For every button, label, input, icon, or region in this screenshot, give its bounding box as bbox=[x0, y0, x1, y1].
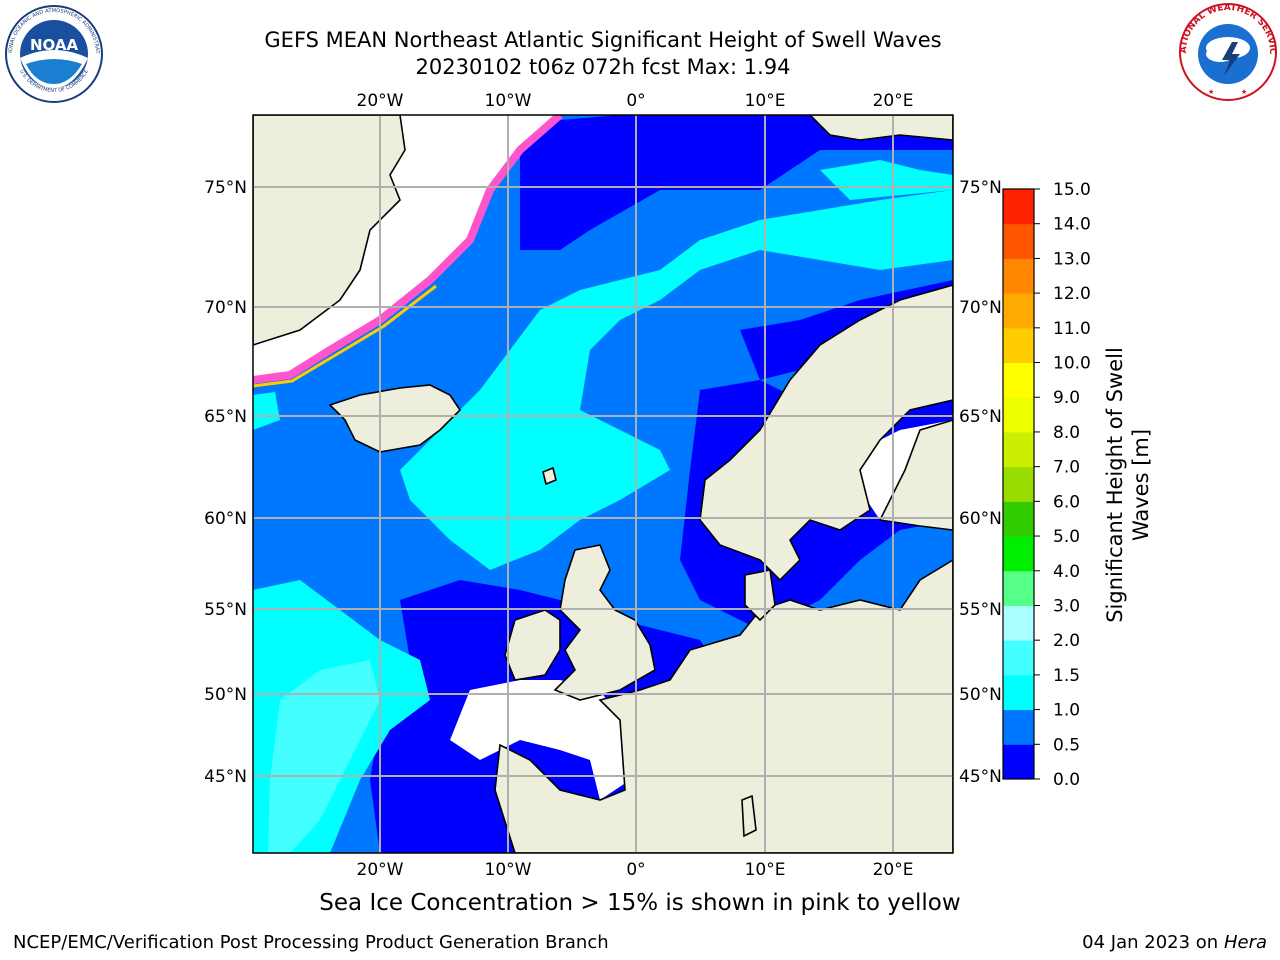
colorbar-tick-label: 11.0 bbox=[1053, 319, 1091, 339]
lon-labels-bottom: 20°W 10°W 0° 10°E 20°E bbox=[357, 860, 914, 880]
lat-label: 55°N bbox=[204, 600, 247, 620]
svg-text:★: ★ bbox=[1241, 88, 1247, 96]
lat-label: 70°N bbox=[959, 298, 1002, 318]
colorbar-segment bbox=[1003, 570, 1034, 606]
sea-ice-edge bbox=[253, 115, 563, 384]
svg-text:★: ★ bbox=[1208, 88, 1214, 96]
colorbar-tick-label: 5.0 bbox=[1053, 527, 1080, 547]
lon-label: 10°W bbox=[485, 91, 532, 111]
colorbar-segment bbox=[1003, 362, 1034, 398]
lat-label: 55°N bbox=[959, 600, 1002, 620]
noaa-logo-text: NOAA bbox=[30, 36, 79, 54]
lat-labels-right: 75°N 70°N 65°N 60°N 55°N 50°N 45°N bbox=[959, 178, 1002, 787]
lat-labels-left: 75°N 70°N 65°N 60°N 55°N 50°N 45°N bbox=[204, 178, 247, 787]
noaa-logo: NOAA NATIONAL OCEANIC AND ATMOSPHERIC AD… bbox=[4, 4, 103, 103]
footer-date: 04 Jan 2023 on Hera bbox=[1082, 932, 1267, 953]
colorbar-label-line1: Significant Height of Swell bbox=[1103, 347, 1127, 623]
swell-zone-moderate bbox=[400, 190, 953, 570]
colorbar-label-line2: Waves [m] bbox=[1129, 429, 1153, 541]
map-frame bbox=[252, 114, 954, 854]
lat-label: 65°N bbox=[204, 407, 247, 427]
lat-label: 60°N bbox=[204, 509, 247, 529]
colorbar-segment bbox=[1003, 536, 1034, 572]
colorbar-segment bbox=[1003, 293, 1034, 329]
greenland bbox=[253, 115, 406, 346]
great-britain bbox=[553, 544, 656, 701]
colorbar-tick-label: 12.0 bbox=[1053, 284, 1091, 304]
lon-label: 0° bbox=[626, 860, 645, 880]
colorbar-tick-label: 0.0 bbox=[1053, 770, 1080, 790]
colorbar-segment bbox=[1003, 605, 1034, 641]
lon-labels-top: 20°W 10°W 0° 10°E 20°E bbox=[357, 91, 914, 111]
lat-label: 75°N bbox=[204, 178, 247, 198]
swell-zone-low bbox=[520, 115, 953, 250]
colorbar-segment bbox=[1003, 744, 1034, 780]
colorbar-tick-label: 1.0 bbox=[1053, 701, 1080, 721]
colorbar-tick-label: 8.0 bbox=[1053, 423, 1080, 443]
footer-host: Hera bbox=[1223, 932, 1267, 953]
colorbar-tick-label: 15.0 bbox=[1053, 180, 1091, 200]
lat-label: 45°N bbox=[959, 767, 1002, 787]
lat-label: 65°N bbox=[959, 407, 1002, 427]
colorbar-label: Significant Height of Swell Waves [m] bbox=[1103, 347, 1153, 623]
colorbar-tick-label: 2.0 bbox=[1053, 631, 1080, 651]
lon-label: 20°W bbox=[357, 860, 404, 880]
colorbar-frame bbox=[1002, 188, 1035, 780]
colorbar-ticks: 0.0 0.5 1.0 1.5 2.0 3.0 4.0 5.0 6.0 7.0 8.0 9.0 10.0… bbox=[1034, 180, 1091, 790]
lon-label: 10°W bbox=[485, 860, 532, 880]
colorbar-segment bbox=[1003, 501, 1034, 537]
land-masses bbox=[253, 115, 953, 853]
colorbar-segment bbox=[1003, 397, 1034, 433]
lat-label: 50°N bbox=[204, 685, 247, 705]
colorbar-segment bbox=[1003, 258, 1034, 294]
colorbar-segment bbox=[1003, 189, 1034, 225]
graticule bbox=[253, 115, 953, 853]
lat-label: 50°N bbox=[959, 685, 1002, 705]
lon-label: 20°E bbox=[873, 860, 914, 880]
lat-label: 75°N bbox=[959, 178, 1002, 198]
colorbar-segment bbox=[1003, 709, 1034, 745]
chart-subtitle: 20230102 t06z 072h fcst Max: 1.94 bbox=[415, 55, 791, 79]
colorbar-tick-label: 6.0 bbox=[1053, 492, 1080, 512]
colorbar-tick-label: 14.0 bbox=[1053, 215, 1091, 235]
colorbar-tick-label: 13.0 bbox=[1053, 249, 1091, 269]
chart-title: GEFS MEAN Northeast Atlantic Significant… bbox=[264, 28, 942, 52]
nws-logo: NATIONAL WEATHER SERVICE ★ ★ bbox=[1178, 2, 1277, 101]
colorbar-segment bbox=[1003, 674, 1034, 711]
lon-label: 0° bbox=[626, 91, 645, 111]
lat-label: 60°N bbox=[959, 509, 1002, 529]
colorbar-segment bbox=[1003, 431, 1034, 468]
colorbar-segment bbox=[1003, 223, 1034, 259]
colorbar-segment bbox=[1003, 327, 1034, 364]
colorbar-tick-label: 7.0 bbox=[1053, 458, 1080, 478]
colorbar-tick-label: 10.0 bbox=[1053, 354, 1091, 374]
lon-label: 10°E bbox=[745, 91, 786, 111]
map-area bbox=[253, 115, 953, 853]
colorbar-segment bbox=[1003, 640, 1034, 676]
colorbar-segment bbox=[1003, 466, 1034, 502]
lon-label: 20°W bbox=[357, 91, 404, 111]
colorbar-tick-label: 3.0 bbox=[1053, 596, 1080, 616]
lat-label: 70°N bbox=[204, 298, 247, 318]
colorbar-tick-label: 1.5 bbox=[1053, 666, 1080, 686]
lon-label: 10°E bbox=[745, 860, 786, 880]
colorbar-tick-label: 0.5 bbox=[1053, 735, 1080, 755]
colorbar-tick-label: 9.0 bbox=[1053, 388, 1080, 408]
footer-credit: NCEP/EMC/Verification Post Processing Pr… bbox=[13, 932, 609, 953]
svalbard bbox=[808, 115, 953, 141]
colorbar-tick-label: 4.0 bbox=[1053, 562, 1080, 582]
footer-date-text: 04 Jan 2023 on bbox=[1082, 932, 1224, 953]
swell-zone-high bbox=[268, 660, 380, 853]
colorbar bbox=[1003, 189, 1034, 780]
ireland bbox=[504, 609, 561, 681]
iceland bbox=[328, 384, 462, 453]
lat-label: 45°N bbox=[204, 767, 247, 787]
lon-label: 20°E bbox=[873, 91, 914, 111]
sea-ice-note: Sea Ice Concentration > 15% is shown in … bbox=[319, 890, 961, 916]
